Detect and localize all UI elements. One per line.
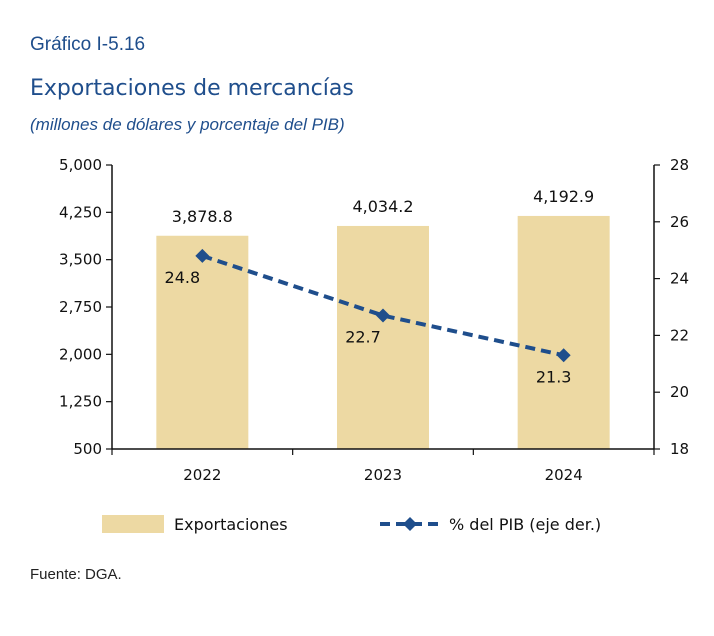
right-tick-label: 28 — [670, 156, 689, 174]
bar-2022 — [156, 235, 249, 449]
figure-label: Gráfico I-5.16 — [30, 34, 146, 55]
bar-value-label: 3,878.8 — [172, 207, 233, 226]
left-tick-label: 1,250 — [59, 393, 102, 411]
x-tick-label: 2024 — [545, 466, 583, 484]
left-tick-label: 5,000 — [59, 156, 102, 174]
right-tick-label: 26 — [670, 213, 689, 231]
pib-value-label: 22.7 — [345, 328, 381, 347]
right-tick-label: 18 — [670, 440, 689, 458]
source-note: Fuente: DGA. — [30, 566, 122, 583]
pib-point-marker — [376, 308, 390, 323]
pib-value-label: 24.8 — [165, 268, 201, 287]
right-tick-label: 24 — [670, 270, 689, 288]
left-tick-label: 3,500 — [59, 251, 102, 269]
bar-2024 — [517, 215, 610, 449]
x-tick-label: 2023 — [364, 466, 402, 484]
pib-value-label: 21.3 — [536, 367, 572, 386]
bar-2023 — [337, 225, 429, 449]
left-tick-label: 2,750 — [59, 298, 102, 316]
chart-subtitle: (millones de dólares y porcentaje del PI… — [30, 115, 345, 134]
left-tick-label: 500 — [73, 440, 102, 458]
left-tick-label: 4,250 — [59, 203, 102, 221]
chart-title: Exportaciones de mercancías — [30, 76, 354, 101]
legend-label-pib: % del PIB (eje der.) — [449, 515, 601, 534]
x-tick-label: 2022 — [183, 466, 221, 484]
legend-swatch-exportaciones — [102, 515, 164, 533]
pib-point-marker — [195, 248, 210, 263]
pib-point-marker — [556, 348, 571, 363]
bar-value-label: 4,192.9 — [533, 187, 594, 206]
legend-swatch-pib-marker — [403, 517, 417, 531]
right-tick-label: 22 — [670, 326, 689, 344]
left-tick-label: 2,000 — [59, 345, 102, 363]
bar-value-label: 4,034.2 — [352, 197, 413, 216]
right-tick-label: 20 — [670, 383, 689, 401]
pib-line — [201, 253, 565, 358]
legend-label-exportaciones: Exportaciones — [174, 515, 288, 534]
